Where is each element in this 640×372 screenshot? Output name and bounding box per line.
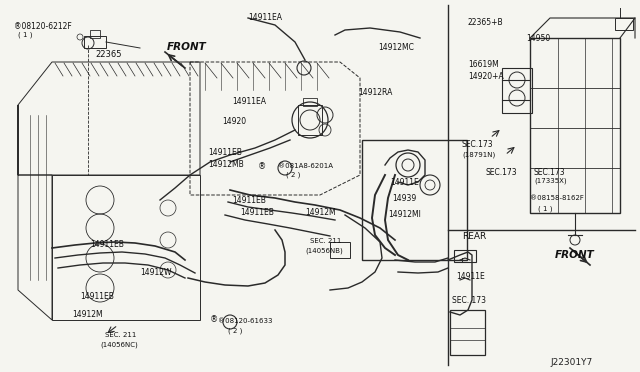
Text: 14912MI: 14912MI xyxy=(388,210,421,219)
Text: 14911EA: 14911EA xyxy=(232,97,266,106)
Bar xyxy=(303,98,317,106)
Text: (14056NB): (14056NB) xyxy=(305,248,343,254)
Text: (17335X): (17335X) xyxy=(534,178,566,185)
Text: SEC.173: SEC.173 xyxy=(486,168,518,177)
Text: 14911E: 14911E xyxy=(390,178,419,187)
Text: ®: ® xyxy=(210,315,218,324)
Text: ®081A8-6201A: ®081A8-6201A xyxy=(278,163,333,169)
Text: 14912M: 14912M xyxy=(72,310,102,319)
Text: J22301Y7: J22301Y7 xyxy=(550,358,592,367)
Text: REAR: REAR xyxy=(462,232,486,241)
Text: ( 2 ): ( 2 ) xyxy=(228,328,243,334)
Text: SEC. 211: SEC. 211 xyxy=(310,238,341,244)
Bar xyxy=(330,242,350,258)
Text: ®08158-8162F: ®08158-8162F xyxy=(530,195,584,201)
Bar xyxy=(454,250,476,262)
Text: 14920+A: 14920+A xyxy=(468,72,504,81)
Text: SEC. 173: SEC. 173 xyxy=(452,296,486,305)
Text: ( 1 ): ( 1 ) xyxy=(538,205,552,212)
Text: (14056NC): (14056NC) xyxy=(100,342,138,349)
Bar xyxy=(90,30,100,38)
Text: 14911EB: 14911EB xyxy=(240,208,274,217)
Text: 14912W: 14912W xyxy=(140,268,172,277)
Text: (18791N): (18791N) xyxy=(462,151,495,157)
Bar xyxy=(362,140,467,260)
Text: 14912M: 14912M xyxy=(305,208,335,217)
Text: 14911EB: 14911EB xyxy=(90,240,124,249)
Text: 22365: 22365 xyxy=(95,50,122,59)
Bar xyxy=(450,310,485,355)
Text: SEC. 211: SEC. 211 xyxy=(105,332,136,338)
Text: 14911EB: 14911EB xyxy=(232,196,266,205)
Bar xyxy=(530,38,620,213)
Text: 22365+B: 22365+B xyxy=(468,18,504,27)
Text: 14920: 14920 xyxy=(222,117,246,126)
Text: FRONT: FRONT xyxy=(555,250,595,260)
Bar xyxy=(298,105,322,135)
Text: ®08120-61633: ®08120-61633 xyxy=(218,318,273,324)
Bar xyxy=(502,68,532,113)
Text: 14950: 14950 xyxy=(526,34,550,43)
Text: 14912RA: 14912RA xyxy=(358,88,392,97)
Text: ®: ® xyxy=(258,162,266,171)
Text: SEC.173: SEC.173 xyxy=(462,140,493,149)
Text: SEC.173: SEC.173 xyxy=(534,168,566,177)
Text: 14939: 14939 xyxy=(392,194,416,203)
Text: 14911EB: 14911EB xyxy=(80,292,114,301)
Text: 14911EB: 14911EB xyxy=(208,148,242,157)
Text: 14912MB: 14912MB xyxy=(208,160,244,169)
Bar xyxy=(84,36,106,48)
Text: ( 2 ): ( 2 ) xyxy=(286,172,300,179)
Text: ®08120-6212F: ®08120-6212F xyxy=(14,22,72,31)
Text: 14911E: 14911E xyxy=(456,272,484,281)
Text: FRONT: FRONT xyxy=(167,42,207,52)
Text: 14911EA: 14911EA xyxy=(248,13,282,22)
Text: ( 1 ): ( 1 ) xyxy=(18,32,33,38)
Text: 14912MC: 14912MC xyxy=(378,43,414,52)
Text: 16619M: 16619M xyxy=(468,60,499,69)
Bar xyxy=(615,18,633,30)
